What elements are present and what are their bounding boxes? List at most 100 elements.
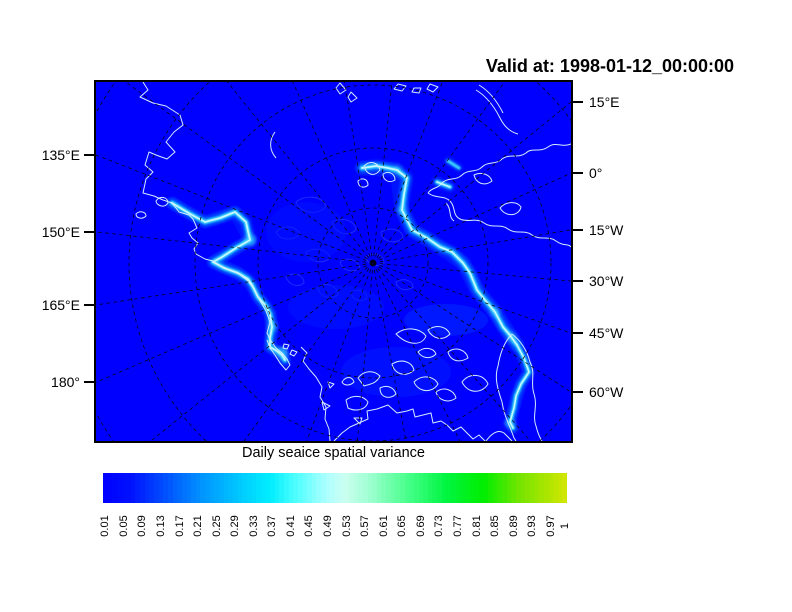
coast-labrador <box>485 430 513 441</box>
colorbar-segment <box>362 473 368 503</box>
colorbar-segment <box>297 473 303 503</box>
coast-greenland-west <box>495 333 517 441</box>
colorbar-segment <box>274 473 280 503</box>
ice-edge-streaks-core <box>171 165 530 429</box>
colorbar-tick-label: 0.61 <box>377 515 390 537</box>
colorbar-segment <box>562 473 568 503</box>
meridian-line <box>306 262 374 441</box>
colorbar-segment <box>130 473 136 503</box>
colorbar-tick-label: 0.73 <box>433 515 446 537</box>
colorbar-tick-label: 0.21 <box>192 515 205 537</box>
colorbar-tick-label: 0.77 <box>451 515 464 537</box>
colorbar-segment <box>548 473 554 503</box>
colorbar-segment <box>256 473 261 503</box>
colorbar-segment <box>409 473 414 503</box>
colorbar-segment <box>557 473 563 503</box>
colorbar-segment <box>214 473 220 503</box>
right-axis-tick <box>572 280 583 282</box>
colorbar-segment <box>112 473 117 503</box>
colorbar-tick-label: 0.97 <box>544 515 557 537</box>
colorbar-segment <box>511 473 517 503</box>
colorbar-segment <box>506 473 512 503</box>
colorbar-segment <box>265 473 271 503</box>
colorbar-segment <box>177 473 182 503</box>
meridian-line <box>372 172 571 264</box>
colorbar-segment <box>163 473 168 503</box>
meridian-line <box>372 262 532 441</box>
right-axis-tick-label: 0° <box>589 165 603 181</box>
colorbar-segment <box>311 473 317 503</box>
meridian-line <box>372 82 506 264</box>
right-axis-tick-label: 60°W <box>589 384 624 400</box>
colorbar-segment <box>520 473 526 503</box>
colorbar-tick-label: 0.13 <box>155 515 167 537</box>
coast-scandinavia-north <box>427 143 571 194</box>
colorbar-segment <box>316 473 322 503</box>
colorbar-segment <box>232 473 238 503</box>
colorbar-segment <box>497 473 503 503</box>
meridian-line <box>372 101 571 264</box>
colorbar-segment <box>400 473 405 503</box>
colorbar-segment <box>372 473 377 503</box>
coast-siberia-kamchatka <box>139 82 291 371</box>
colorbar-segment <box>437 473 442 503</box>
coast-white-sea <box>445 202 455 222</box>
colorbar-segment <box>460 473 465 503</box>
left-axis-tick <box>84 154 95 156</box>
colorbar-segment <box>186 473 192 503</box>
meridian-line <box>96 154 374 264</box>
colorbar-segment <box>381 473 387 503</box>
colorbar-segment <box>228 473 233 503</box>
colorbar-segment <box>335 473 340 503</box>
coastlines <box>135 82 571 441</box>
colorbar-segment <box>149 473 155 503</box>
meridian-line <box>372 262 571 282</box>
colorbar-segment <box>307 473 312 503</box>
meridian-line <box>96 262 374 306</box>
colorbar-segment <box>386 473 391 503</box>
island-svalbard-3 <box>357 178 369 188</box>
meridian-line <box>96 231 374 264</box>
colorbar-tick-label: 0.69 <box>414 515 427 537</box>
colorbar-segment <box>539 473 544 503</box>
colorbar-tick-label: 0.93 <box>526 515 539 537</box>
colorbar-segment <box>441 473 447 503</box>
parallel-circle <box>257 147 489 379</box>
colorbar-segment <box>543 473 549 503</box>
colorbar-segment <box>200 473 206 503</box>
colorbar-segment <box>367 473 373 503</box>
colorbar-tick-label: 0.33 <box>247 515 260 537</box>
colorbar-segment <box>293 473 298 503</box>
colorbar-segment <box>158 473 164 503</box>
meridian-line <box>372 262 407 441</box>
colorbar-tick-label: 0.41 <box>284 515 297 537</box>
colorbar-segment <box>260 473 266 503</box>
colorbar-segment <box>516 473 521 503</box>
left-axis-tick-label: 165°E <box>41 297 80 313</box>
colorbar-segment <box>418 473 424 503</box>
coast-baffin <box>461 375 489 392</box>
colorbar-segment <box>534 473 540 503</box>
colorbar-segment <box>478 473 484 503</box>
colorbar-segment <box>321 473 326 503</box>
colorbar-segment <box>553 473 558 503</box>
colorbar-segment <box>237 473 243 503</box>
island-svalbard-1 <box>363 162 381 175</box>
colorbar-tick-label: 0.17 <box>173 515 186 537</box>
colorbar-segment <box>492 473 498 503</box>
left-axis-tick <box>84 304 95 306</box>
colorbar-segment <box>219 473 224 503</box>
island-svalbard-2 <box>382 171 396 183</box>
colorbar-segment <box>432 473 438 503</box>
parallel-circle <box>194 84 552 441</box>
colorbar-segment <box>344 473 349 503</box>
island-bering-2 <box>282 343 290 350</box>
colorbar-segment <box>126 473 131 503</box>
right-axis-tick <box>572 332 583 334</box>
colorbar-segment <box>348 473 354 503</box>
colorbar-segment <box>288 473 294 503</box>
right-axis-tick-label: 30°W <box>589 273 624 289</box>
colorbar-tick-label: 0.85 <box>489 515 502 537</box>
meridian-line <box>372 82 393 264</box>
